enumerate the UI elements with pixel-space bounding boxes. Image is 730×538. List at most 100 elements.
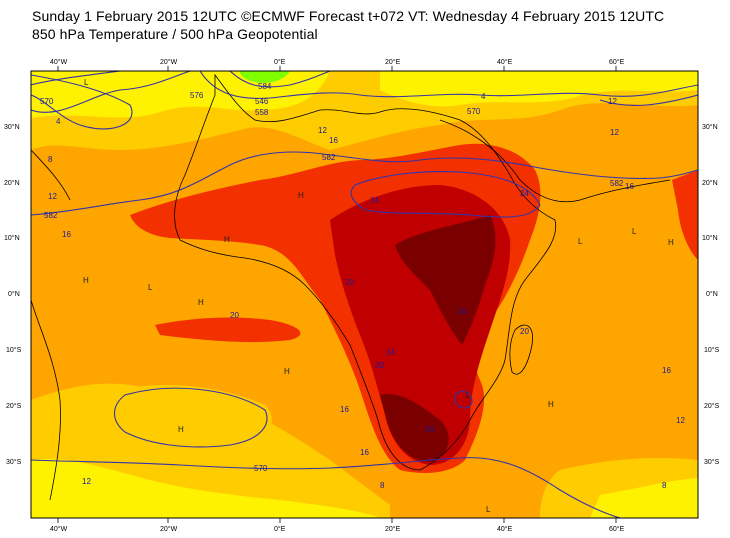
contour-label: 582 — [610, 179, 624, 188]
lat-labels-left: 30°N 20°N 10°N 0°N 10°S 20°S 30°S — [4, 123, 22, 466]
lat-label: 20°S — [6, 402, 22, 410]
temp-label: 24 — [457, 307, 466, 316]
temp-label: 24 — [425, 425, 434, 434]
temp-label: 4 — [56, 117, 61, 126]
field-southatlantic-pocket — [111, 385, 272, 447]
temp-label: 12 — [318, 126, 327, 135]
chart-title: Sunday 1 February 2015 12UTC ©ECMWF Fore… — [32, 8, 665, 24]
temp-label: 16 — [662, 366, 671, 375]
lat-label: 10°N — [702, 234, 718, 242]
temp-label: 8 — [48, 155, 53, 164]
contour-label: 576 — [190, 91, 204, 100]
contour-label: 582 — [44, 211, 58, 220]
madagascar-coast — [509, 324, 533, 375]
coastlines — [31, 73, 671, 501]
field-cold-green — [240, 71, 290, 83]
contour-label: 584 — [258, 82, 272, 91]
lat-label: 20°S — [704, 402, 720, 410]
lon-label: 0°E — [274, 58, 286, 66]
temp-label: 20 — [345, 278, 354, 287]
high-mark: H — [198, 298, 204, 307]
pressure-marks: L H H H L H H L H L L H H L — [83, 78, 674, 514]
temperature-field — [31, 71, 698, 518]
lat-labels-right: 30°N 20°N 10°N 0°N 10°S 20°S 30°S — [702, 123, 720, 466]
contour-ridge-loop — [350, 171, 541, 218]
temp-label: 12 — [48, 192, 57, 201]
contour-label: 570 — [254, 464, 268, 473]
temp-label: 24 — [386, 348, 395, 357]
lon-label: 40°E — [497, 58, 513, 66]
lat-label: 10°N — [4, 234, 20, 242]
high-mark: H — [548, 400, 554, 409]
high-mark: H — [668, 238, 674, 247]
lat-label: 30°S — [704, 458, 720, 466]
contour-ne — [599, 94, 698, 106]
lon-label: 20°W — [160, 58, 178, 66]
contour-label: 570 — [40, 97, 54, 106]
axis-ticks — [57, 66, 617, 523]
temp-label: 8 — [380, 481, 385, 490]
high-mark: H — [298, 191, 304, 200]
low-mark: L — [486, 505, 491, 514]
contour-label-layer: 570 576 584 546 558 570 582 582 582 570 … — [40, 82, 685, 490]
arabia-coast — [439, 119, 671, 203]
lat-label: 30°S — [6, 458, 22, 466]
lon-label: 20°W — [160, 525, 178, 533]
americas-coast — [31, 149, 71, 201]
contour-570-west — [31, 71, 191, 113]
temp-label: 20 — [230, 311, 239, 320]
contour-south-atlantic-loop — [113, 387, 268, 448]
temp-label: 4 — [481, 92, 486, 101]
low-mark: L — [578, 237, 583, 246]
contour-576 — [199, 71, 698, 99]
lon-label: 20°E — [385, 525, 401, 533]
contour-558 — [229, 71, 331, 88]
lat-label: 20°N — [702, 179, 718, 187]
contour-582-south — [31, 457, 621, 518]
high-mark: H — [178, 425, 184, 434]
temp-label: 8 — [662, 481, 667, 490]
temp-label: 16 — [625, 182, 634, 191]
contour-small-low-loop — [454, 390, 473, 409]
lat-label: 0°N — [706, 290, 718, 298]
lat-label: 20°N — [4, 179, 20, 187]
lon-label: 60°E — [609, 525, 625, 533]
contour-label: 558 — [255, 108, 269, 117]
contour-low-west — [31, 74, 133, 130]
temp-label: 12 — [82, 477, 91, 486]
low-mark: L — [84, 78, 89, 87]
field-africa-darkest-north — [395, 215, 496, 345]
lat-label: 10°S — [704, 346, 720, 354]
temp-label: 16 — [340, 405, 349, 414]
field-northeast-yellow — [380, 71, 698, 107]
contour-label: 570 — [467, 107, 481, 116]
lat-label: 30°N — [4, 123, 20, 131]
lon-labels-top: 40°W 20°W 0°E 20°E 40°E 60°E — [50, 58, 625, 66]
temp-label: 16 — [329, 136, 338, 145]
lon-label: 40°W — [50, 58, 68, 66]
contour-label: 582 — [322, 153, 336, 162]
high-mark: H — [284, 367, 290, 376]
temp-label: 16 — [360, 448, 369, 457]
lon-label: 20°E — [385, 58, 401, 66]
field-africa-darkest-south — [380, 394, 449, 462]
contour-570-far-west — [31, 71, 121, 86]
field-arabia-hot — [672, 170, 698, 260]
low-mark: L — [632, 227, 637, 236]
temp-label: 20 — [520, 327, 529, 336]
contour-label: 546 — [255, 97, 269, 106]
contour-582-north — [31, 151, 698, 216]
temp-label: 24 — [520, 189, 529, 198]
field-south-yellow — [31, 459, 380, 518]
temp-label: 16 — [62, 230, 71, 239]
geopotential-contours — [31, 71, 698, 518]
lon-label: 60°E — [609, 58, 625, 66]
lon-label: 0°E — [274, 525, 286, 533]
lat-label: 0°N — [8, 290, 20, 298]
lon-label: 40°E — [497, 525, 513, 533]
lon-label: 40°W — [50, 525, 68, 533]
south-america-coast — [31, 299, 61, 501]
lat-label: 30°N — [702, 123, 718, 131]
high-mark: H — [224, 235, 230, 244]
field-southindian-yellow — [590, 478, 698, 518]
